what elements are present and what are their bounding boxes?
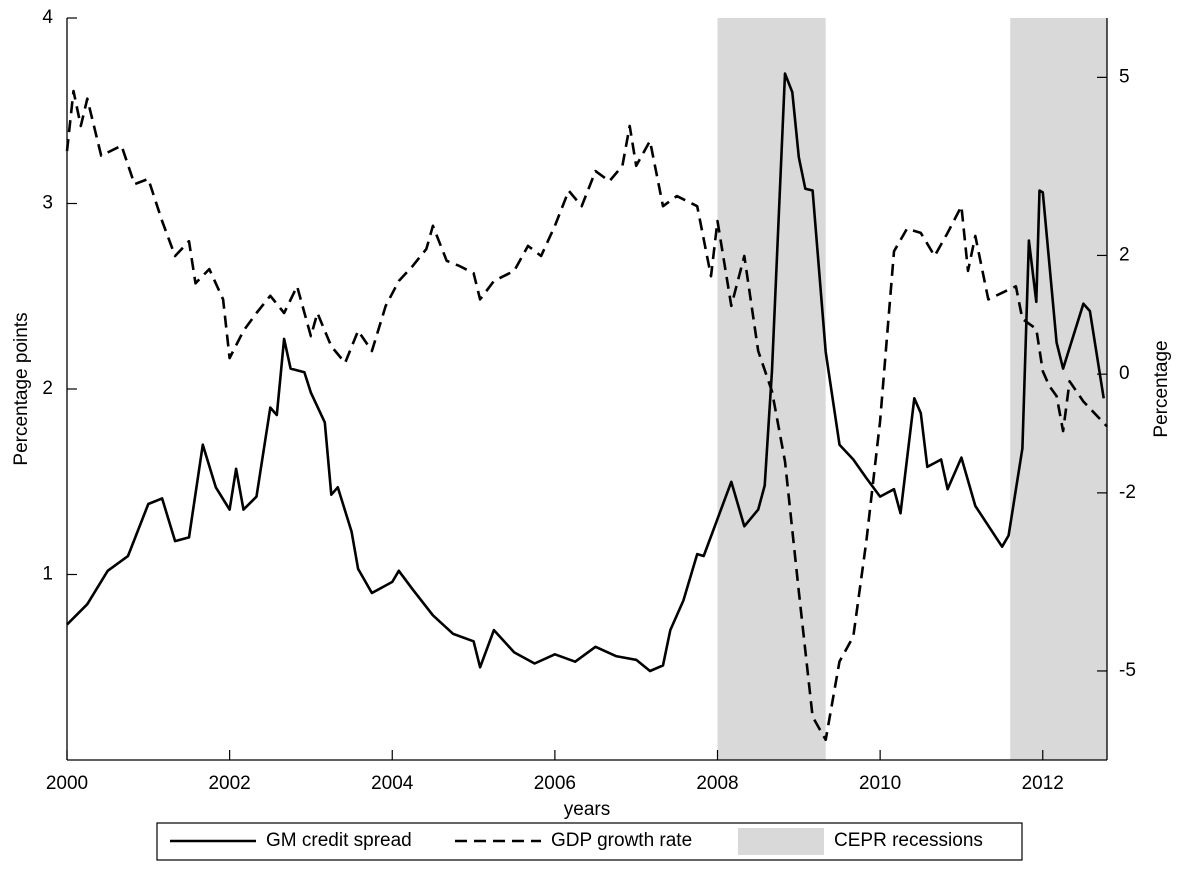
x-tick-label: 2012 (1022, 773, 1064, 794)
x-tick-label: 2008 (696, 773, 738, 794)
x-tick-label: 2004 (371, 773, 414, 794)
y2-axis-label: Percentage (1151, 340, 1172, 437)
legend-label: CEPR recessions (834, 830, 983, 851)
y-tick-label: 1 (42, 564, 53, 585)
x-tick-label: 2010 (859, 773, 901, 794)
legend-box (156, 822, 1023, 861)
y2-tick-label: 5 (1119, 66, 1130, 87)
legend-swatch (738, 828, 824, 855)
y-tick-label: 2 (42, 378, 53, 399)
y2-tick-label: 0 (1119, 363, 1130, 384)
series-line (66, 72, 1105, 673)
legend-label: GM credit spread (266, 830, 412, 851)
y2-tick-label: -5 (1119, 660, 1136, 681)
x-tick-label: 2006 (534, 773, 576, 794)
x-tick-label: 2000 (46, 773, 88, 794)
x-tick-label: 2002 (208, 773, 250, 794)
series-line (65, 89, 1108, 742)
legend-label: GDP growth rate (551, 830, 692, 851)
x-axis-label: years (564, 799, 610, 820)
recession-band (1010, 18, 1107, 760)
y-tick-label: 3 (42, 193, 53, 214)
y-axis-label: Percentage points (11, 312, 32, 465)
y-tick-label: 4 (42, 7, 53, 28)
y2-tick-label: 2 (1119, 244, 1130, 265)
y2-tick-label: -2 (1119, 482, 1136, 503)
